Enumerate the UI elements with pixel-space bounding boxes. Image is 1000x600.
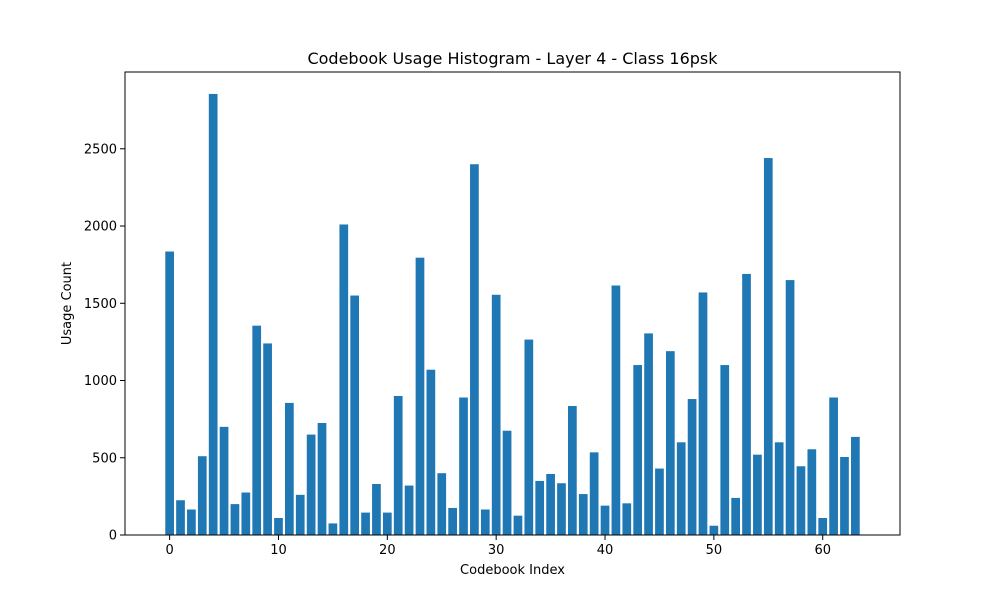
- bar-21: [393, 395, 403, 535]
- x-tick-label: 20: [379, 543, 396, 558]
- bar-63: [851, 436, 860, 535]
- bar-23: [415, 257, 425, 535]
- bar-62: [840, 456, 849, 535]
- bar-52: [731, 497, 740, 535]
- bar-57: [785, 280, 795, 535]
- bar-2: [187, 509, 196, 535]
- bar-47: [676, 442, 686, 535]
- bar-20: [382, 512, 392, 535]
- y-axis-label: Usage Count: [60, 262, 75, 345]
- bar-59: [807, 449, 817, 535]
- bar-11: [285, 402, 294, 535]
- bar-13: [306, 434, 316, 535]
- bar-18: [361, 512, 370, 535]
- bar-43: [633, 365, 643, 535]
- bar-17: [350, 295, 360, 535]
- x-tick-label: 0: [165, 543, 173, 558]
- bar-32: [513, 515, 523, 535]
- bar-0: [165, 251, 174, 536]
- x-axis-ticks: 0 10 20 30 40 50 60: [165, 535, 831, 558]
- bar-54: [753, 454, 762, 535]
- bar-14: [317, 422, 327, 535]
- bar-55: [763, 158, 773, 535]
- plot-area-frame: [124, 71, 901, 536]
- bar-4: [208, 93, 218, 536]
- bar-61: [829, 397, 838, 535]
- x-tick-label: 50: [706, 543, 723, 558]
- bar-30: [491, 294, 501, 535]
- bar-60: [818, 518, 828, 535]
- bar-27: [459, 397, 468, 535]
- bar-8: [252, 325, 262, 535]
- x-axis-label: Codebook Index: [460, 563, 565, 578]
- y-tick-label: 500: [92, 451, 117, 466]
- bars-group: [165, 93, 860, 536]
- bar-35: [546, 473, 555, 535]
- bar-28: [470, 164, 479, 535]
- bar-31: [502, 430, 512, 535]
- bar-25: [437, 473, 447, 535]
- bar-33: [524, 339, 534, 535]
- x-tick-label: 10: [270, 543, 287, 558]
- y-tick-label: 0: [109, 529, 117, 544]
- bar-12: [295, 494, 305, 535]
- bar-26: [448, 507, 457, 535]
- bar-10: [274, 518, 283, 535]
- bar-34: [535, 480, 545, 535]
- bar-9: [263, 343, 272, 535]
- bar-56: [774, 442, 784, 535]
- bar-36: [557, 483, 566, 535]
- bar-1: [176, 500, 185, 535]
- bar-40: [600, 505, 610, 535]
- bar-16: [339, 224, 349, 535]
- bar-58: [796, 466, 806, 535]
- x-tick-label: 40: [597, 543, 614, 558]
- chart-title: Codebook Usage Histogram - Layer 4 - Cla…: [307, 49, 718, 68]
- bar-48: [687, 399, 697, 535]
- bar-7: [241, 492, 251, 535]
- bar-51: [720, 365, 730, 535]
- y-tick-label: 2500: [84, 142, 117, 157]
- bar-45: [655, 468, 664, 535]
- bar-46: [665, 351, 675, 535]
- x-tick-label: 60: [814, 543, 831, 558]
- bar-37: [568, 406, 577, 535]
- bar-5: [219, 426, 229, 535]
- x-tick-label: 30: [488, 543, 505, 558]
- bar-53: [742, 273, 751, 535]
- bar-22: [404, 485, 414, 535]
- bar-49: [698, 292, 708, 535]
- y-tick-label: 1500: [84, 297, 117, 312]
- y-tick-label: 2000: [84, 220, 117, 235]
- bar-6: [230, 504, 240, 535]
- bar-42: [622, 503, 632, 535]
- bar-50: [709, 525, 719, 535]
- bar-15: [328, 523, 338, 535]
- y-axis-ticks: 0 500 1000 1500 2000 2500: [84, 142, 125, 544]
- bar-39: [589, 452, 599, 535]
- bar-29: [480, 509, 490, 535]
- bar-41: [611, 285, 621, 535]
- bar-3: [197, 456, 207, 535]
- bar-38: [578, 494, 588, 535]
- y-tick-label: 1000: [84, 374, 117, 389]
- bar-44: [644, 333, 653, 535]
- bar-24: [426, 369, 436, 535]
- bar-19: [372, 484, 381, 535]
